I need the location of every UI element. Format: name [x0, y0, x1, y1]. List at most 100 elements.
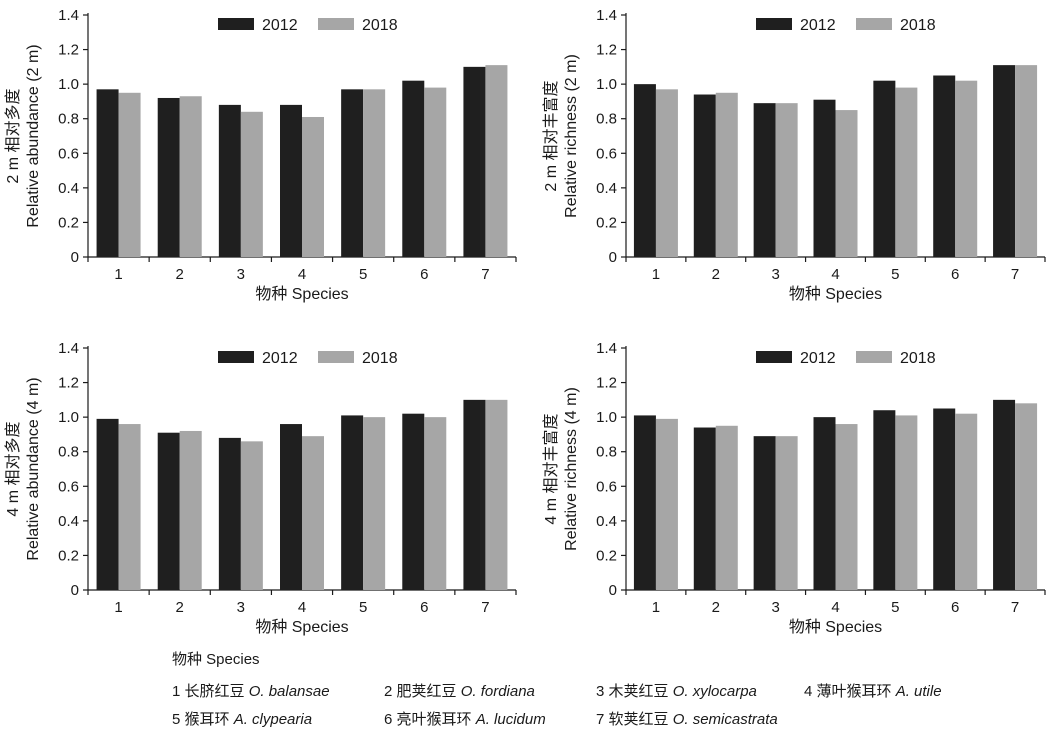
y-tick-label: 0.2: [596, 214, 617, 231]
x-tick-label: 5: [891, 599, 899, 616]
x-tick-label: 6: [951, 266, 959, 283]
bar-2018-5: [895, 415, 918, 590]
x-tick-label: 1: [114, 599, 122, 616]
bar-2018-3: [240, 111, 263, 257]
bar-2012-7: [993, 65, 1016, 257]
bar-2018-7: [485, 399, 508, 590]
species-key-latin: A. clypearia: [233, 711, 313, 728]
y-tick-label: 0.2: [596, 547, 617, 564]
bar-2012-7: [463, 399, 486, 590]
x-tick-label: 7: [481, 266, 489, 283]
x-axis-title: 物种 Species: [789, 285, 882, 303]
x-tick-label: 4: [831, 266, 839, 283]
species-key-number-name: 7 软荚红豆: [596, 711, 673, 728]
bar-2018-4: [302, 436, 324, 590]
bar-2012-1: [633, 415, 656, 590]
x-tick-label: 3: [771, 599, 779, 616]
species-key-latin: A. lucidum: [475, 711, 546, 728]
species-key-number-name: 6 亮叶猴耳环: [384, 711, 476, 728]
chart-panel-2m-abundance: 0 0.2 0.4 0.6 0.8 1.0 1.2 1.4 1 2 3 4 5 6 7 物种 Species 2…: [4, 7, 517, 303]
bar-2012-4: [813, 99, 836, 257]
y-tick-label: 1.2: [596, 42, 617, 59]
legend-label-2018: 2018: [362, 17, 398, 34]
x-tick-label: 2: [712, 599, 720, 616]
bar-2018-4: [835, 110, 858, 257]
y-tick-label: 0.4: [58, 180, 79, 197]
species-key-item-2: 2 肥荚红豆 O. fordiana: [384, 680, 535, 701]
bar-2018-7: [1015, 403, 1038, 590]
y-tick-label: 0.4: [58, 513, 79, 530]
species-key-number-name: 3 木荚红豆: [596, 683, 673, 700]
x-tick-label: 4: [298, 599, 306, 616]
x-tick-label: 5: [359, 266, 367, 283]
bar-2012-6: [933, 408, 956, 590]
species-key-number-name: 4 薄叶猴耳环: [804, 683, 896, 700]
bar-2018-6: [955, 413, 978, 590]
species-key-item-7: 7 软荚红豆 O. semicastrata: [596, 708, 778, 729]
bar-2012-7: [993, 399, 1016, 590]
y-axis-title-cn: 4 m 相对多度: [4, 421, 22, 516]
legend-label-2012: 2012: [262, 17, 298, 34]
bar-2012-3: [753, 103, 776, 258]
y-tick-label: 0.2: [58, 214, 79, 231]
y-tick-label: 0.2: [58, 547, 79, 564]
legend-swatch-2018: [318, 351, 354, 363]
x-tick-label: 7: [1011, 599, 1019, 616]
y-axis-title-cn: 2 m 相对丰富度: [542, 80, 560, 191]
y-tick-label: 1.4: [58, 340, 79, 357]
chart-panel-4m-abundance: 0 0.2 0.4 0.6 0.8 1.0 1.2 1.4 1 2 3 4 5 6 7 物种 Species 4…: [4, 340, 517, 636]
x-axis-title: 物种 Species: [789, 618, 882, 636]
x-tick-label: 4: [298, 266, 306, 283]
x-tick-label: 7: [481, 599, 489, 616]
bar-2012-3: [753, 436, 776, 590]
legend-swatch-2018: [856, 351, 892, 363]
species-key-latin: O. fordiana: [460, 683, 535, 700]
bar-2018-7: [485, 65, 508, 257]
bar-2018-5: [363, 89, 386, 257]
y-axis-title-en: Relative abundance (4 m): [25, 377, 42, 560]
y-tick-label: 1.0: [58, 76, 79, 93]
y-tick-label: 1.4: [58, 7, 79, 24]
y-axis-title-en: Relative abundance (2 m): [25, 44, 42, 227]
species-key-latin: O. semicastrata: [672, 711, 778, 728]
x-tick-label: 6: [420, 599, 428, 616]
y-tick-label: 0.4: [596, 513, 617, 530]
bar-2018-5: [363, 417, 386, 590]
bar-2012-4: [813, 417, 836, 590]
y-tick-label: 0: [71, 582, 79, 599]
bar-2012-2: [157, 432, 180, 590]
species-key-number-name: 2 肥荚红豆: [384, 683, 461, 700]
legend-swatch-2012: [756, 351, 792, 363]
bar-2012-1: [633, 84, 656, 258]
y-axis-title-en: Relative richness (4 m): [563, 387, 580, 551]
bar-2012-6: [402, 413, 425, 590]
x-tick-label: 1: [114, 266, 122, 283]
species-key-item-3: 3 木荚红豆 O. xylocarpa: [596, 680, 757, 701]
species-key-item-1: 1 长脐红豆 O. balansae: [172, 680, 330, 701]
bar-2018-2: [715, 92, 738, 258]
bar-2018-4: [302, 116, 324, 257]
bar-2012-1: [96, 418, 119, 590]
legend-label-2012: 2012: [800, 17, 836, 34]
chart-panel-2m-richness: 0 0.2 0.4 0.6 0.8 1.0 1.2 1.4 1 2 3 4 5 6 7 物种 Species 2…: [542, 7, 1046, 303]
x-tick-label: 5: [891, 266, 899, 283]
y-tick-label: 1.2: [596, 375, 617, 392]
legend-label-2012: 2012: [262, 350, 298, 367]
y-tick-label: 1.0: [596, 76, 617, 93]
y-tick-label: 0.8: [596, 111, 617, 128]
bar-2018-1: [118, 92, 141, 258]
x-tick-label: 3: [237, 266, 245, 283]
y-axis-title-en: Relative richness (2 m): [563, 54, 580, 218]
bar-2012-2: [157, 97, 180, 257]
legend-swatch-2018: [318, 18, 354, 30]
x-tick-label: 2: [712, 266, 720, 283]
x-tick-label: 6: [420, 266, 428, 283]
legend-swatch-2012: [218, 351, 254, 363]
y-tick-label: 0.6: [596, 478, 617, 495]
y-tick-label: 0.6: [58, 145, 79, 162]
species-key-latin: A. utile: [895, 683, 942, 700]
bar-2018-2: [179, 430, 202, 590]
y-tick-label: 0.8: [58, 444, 79, 461]
bar-2018-2: [715, 425, 738, 590]
species-key-latin: O. xylocarpa: [672, 683, 757, 700]
